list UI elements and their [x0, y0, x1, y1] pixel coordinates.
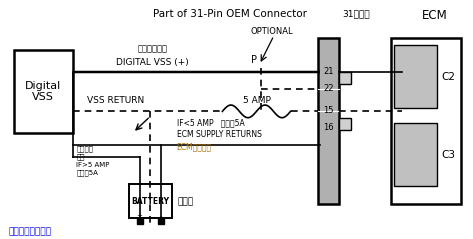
Text: C3: C3	[441, 150, 455, 160]
Text: 5 AMP: 5 AMP	[244, 96, 272, 104]
Bar	[14, 50, 72, 133]
Text: ECM电源返回: ECM电源返回	[176, 142, 212, 152]
Text: ECM SUPPLY RETURNS: ECM SUPPLY RETURNS	[176, 130, 262, 139]
Text: P: P	[252, 55, 257, 65]
Text: Digital
VSS: Digital VSS	[25, 81, 61, 102]
Text: 蓄电瓶: 蓄电瓶	[178, 197, 194, 206]
Text: C2: C2	[441, 72, 455, 82]
Bar	[137, 218, 142, 224]
Text: ECM: ECM	[422, 9, 447, 22]
Bar	[129, 184, 172, 218]
Text: -: -	[160, 213, 162, 219]
Text: Part of 31-Pin OEM Connector: Part of 31-Pin OEM Connector	[153, 9, 307, 19]
Text: 数字信号
返回
IF>5 AMP
如大于5A: 数字信号 返回 IF>5 AMP 如大于5A	[77, 146, 110, 176]
Text: 15: 15	[323, 106, 334, 115]
Text: 31针接头: 31针接头	[342, 9, 370, 18]
Text: 数字信号输出: 数字信号输出	[137, 44, 167, 53]
Bar	[339, 72, 351, 84]
Text: OPTIONAL: OPTIONAL	[251, 27, 293, 36]
Text: DIGITAL VSS (+): DIGITAL VSS (+)	[116, 58, 189, 67]
Bar	[339, 118, 351, 130]
Text: 16: 16	[323, 123, 334, 132]
Text: BATTERY: BATTERY	[131, 197, 169, 206]
Bar	[318, 38, 339, 204]
Text: IF<5 AMP   如小于5A: IF<5 AMP 如小于5A	[176, 118, 245, 127]
Text: 21: 21	[323, 67, 334, 76]
Text: 22: 22	[323, 84, 334, 93]
Bar	[391, 38, 461, 204]
Text: VSS RETURN: VSS RETURN	[87, 96, 144, 104]
Text: +: +	[137, 213, 142, 219]
Bar	[394, 45, 438, 109]
Bar	[158, 218, 164, 224]
Text: 数字式车速传感器: 数字式车速传感器	[8, 227, 51, 236]
Bar	[394, 123, 438, 186]
